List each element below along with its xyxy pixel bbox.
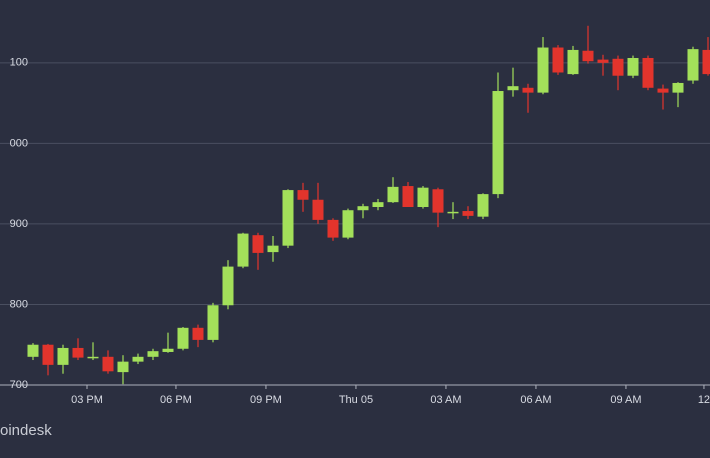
candle-body xyxy=(597,59,609,63)
candle-body xyxy=(57,347,69,365)
candle-body xyxy=(162,348,174,352)
candle-body xyxy=(492,91,504,195)
y-tick-label: 900 xyxy=(10,218,28,230)
candle-body xyxy=(432,189,444,213)
candle-body xyxy=(417,187,429,207)
candle-body xyxy=(177,327,189,349)
watermark: oindesk xyxy=(0,422,52,439)
x-tick-label: 06 AM xyxy=(520,394,551,406)
y-tick-label: 800 xyxy=(10,298,28,310)
candle-body xyxy=(387,186,399,203)
candle-body xyxy=(342,210,354,238)
candle-body xyxy=(282,190,294,246)
candle-body xyxy=(237,233,249,267)
y-tick-label: 100 xyxy=(10,57,28,69)
candle-body xyxy=(147,351,159,357)
candle-body xyxy=(447,211,459,214)
x-tick-label: 09 PM xyxy=(250,394,282,406)
y-tick-label: 000 xyxy=(10,137,28,149)
candle-body xyxy=(207,305,219,340)
candle-body xyxy=(117,361,129,373)
candle-body xyxy=(42,344,54,365)
candle-body xyxy=(312,199,324,220)
candle-body xyxy=(657,88,669,93)
candle-body xyxy=(297,190,309,200)
candle-body xyxy=(627,57,639,76)
candle-body xyxy=(402,186,414,207)
candle-body xyxy=(477,194,489,217)
candle-body xyxy=(132,356,144,362)
candle-body xyxy=(192,327,204,340)
candle-body xyxy=(507,86,519,91)
candle-body xyxy=(522,87,534,93)
candle-body xyxy=(72,347,84,358)
candle-body xyxy=(87,356,99,359)
candle-body xyxy=(327,219,339,238)
candle-body xyxy=(27,344,39,357)
candle-body xyxy=(252,235,264,253)
candle-body xyxy=(552,47,564,73)
candle-body xyxy=(582,50,594,62)
candle-body xyxy=(537,47,549,93)
candle-body xyxy=(672,82,684,93)
candle-body xyxy=(687,49,699,81)
x-tick-label: Thu 05 xyxy=(339,394,373,406)
candle-body xyxy=(267,245,279,253)
candle-body xyxy=(372,202,384,207)
candle-body xyxy=(102,356,114,372)
x-tick-label: 03 AM xyxy=(430,394,461,406)
x-tick-label: 09 AM xyxy=(610,394,641,406)
candle-body xyxy=(357,206,369,211)
candle-body xyxy=(642,57,654,88)
candle-body xyxy=(702,49,710,75)
x-tick-label: 12 xyxy=(698,394,710,406)
x-tick-label: 06 PM xyxy=(160,394,192,406)
candle-body xyxy=(612,58,624,76)
candle-body xyxy=(222,266,234,306)
candle-body xyxy=(462,211,474,216)
candle-body xyxy=(567,49,579,75)
y-tick-label: 700 xyxy=(10,379,28,391)
x-tick-label: 03 PM xyxy=(71,394,103,406)
